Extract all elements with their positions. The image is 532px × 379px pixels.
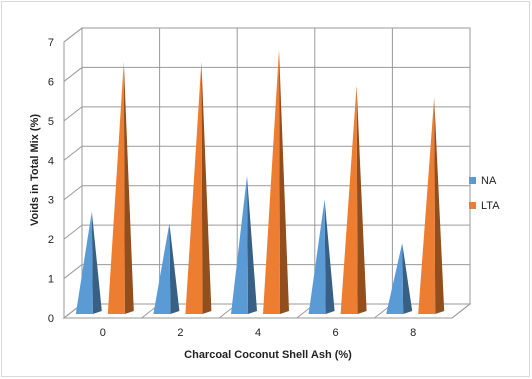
- cone-front-face: [308, 199, 326, 314]
- y-tick-labels: 0 1 2 3 4 5 6 7: [48, 37, 54, 325]
- gridline-side: [63, 264, 83, 279]
- y-tick-label: 4: [48, 155, 54, 167]
- gridline-side: [63, 27, 83, 43]
- cone-shadow-face: [356, 85, 367, 314]
- gridline-side: [63, 185, 83, 201]
- cone-front-face: [153, 223, 171, 314]
- cone-front-face: [75, 211, 93, 314]
- x-tick-label: 0: [100, 327, 106, 339]
- cone-lta-2: [185, 61, 212, 315]
- y-axis-title: Voids in Total Mix (%): [29, 114, 41, 226]
- cone-shadow-face: [201, 61, 212, 315]
- x-tick-labels: 0 2 4 6 8: [100, 327, 417, 339]
- cone-na-2: [153, 223, 180, 314]
- cone-shadow-face: [169, 223, 180, 314]
- gridline-side: [63, 106, 83, 122]
- cone-na-6: [308, 199, 335, 314]
- gridline-side: [63, 145, 83, 161]
- cone-shadow-face: [434, 97, 445, 315]
- x-tick-label: 6: [333, 327, 339, 339]
- cone-front-face: [185, 61, 203, 315]
- cone-lta-6: [340, 85, 367, 314]
- x-axis-title: Charcoal Coconut Shell Ash (%): [184, 349, 352, 361]
- gridline-side: [63, 67, 83, 82]
- side-wall: [63, 26, 83, 320]
- cone-lta-4: [263, 49, 289, 314]
- cone-shadow-face: [402, 243, 413, 314]
- cone-front-face: [107, 61, 125, 315]
- y-tick-label: 3: [48, 195, 54, 207]
- floor-divider: [451, 303, 471, 319]
- legend-label-na: NA: [481, 175, 497, 187]
- cone-na-8: [386, 243, 413, 314]
- legend: NA LTA: [469, 175, 500, 212]
- x-tick-label: 8: [410, 327, 416, 339]
- cone-shadow-face: [324, 199, 335, 314]
- gridline-side: [63, 224, 83, 240]
- cone-front-face: [340, 85, 358, 314]
- y-tick-label: 0: [48, 313, 54, 325]
- cone-lta-8: [418, 97, 445, 315]
- data-marks: [75, 49, 445, 315]
- cone-front-face: [231, 176, 248, 314]
- cone-front-face: [386, 243, 404, 314]
- cone-shadow-face: [123, 61, 134, 315]
- y-tick-label: 1: [48, 274, 54, 286]
- y-tick-label: 2: [48, 234, 54, 246]
- cone-front-face: [418, 97, 436, 315]
- cone-lta-0: [107, 61, 134, 315]
- y-tick-label: 7: [48, 37, 54, 49]
- x-tick-label: 2: [177, 327, 183, 339]
- y-tick-label: 5: [48, 116, 54, 128]
- legend-swatch-lta: [469, 202, 476, 209]
- cone-na-0: [75, 211, 102, 314]
- cone-shadow-face: [247, 176, 257, 314]
- cone-na-4: [231, 176, 257, 314]
- cone-shadow-face: [91, 211, 102, 314]
- x-tick-label: 4: [255, 327, 261, 339]
- cone-front-face: [263, 49, 280, 314]
- y-tick-label: 6: [48, 76, 54, 88]
- cone-shadow-face: [279, 49, 289, 314]
- legend-swatch-na: [469, 177, 476, 184]
- legend-label-lta: LTA: [481, 200, 500, 212]
